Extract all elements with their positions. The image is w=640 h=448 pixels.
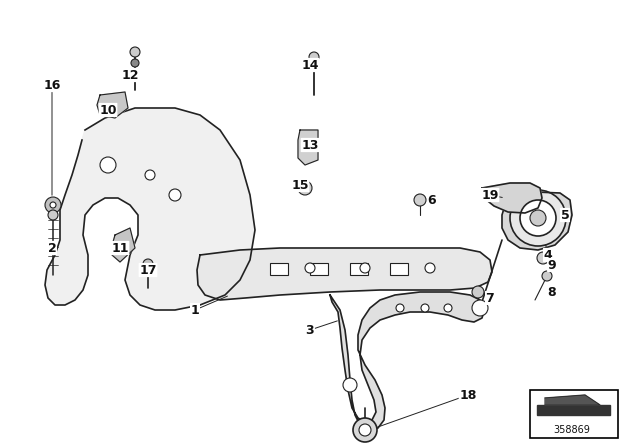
Text: 19: 19 <box>481 189 499 202</box>
Circle shape <box>360 263 370 273</box>
Polygon shape <box>545 395 600 405</box>
Text: 1: 1 <box>191 303 200 316</box>
Circle shape <box>169 189 181 201</box>
Text: 10: 10 <box>99 103 116 116</box>
Polygon shape <box>45 108 255 310</box>
Circle shape <box>50 202 56 208</box>
Circle shape <box>520 200 556 236</box>
Circle shape <box>472 300 488 316</box>
Circle shape <box>510 190 566 246</box>
Circle shape <box>143 259 153 269</box>
Polygon shape <box>197 248 492 300</box>
Polygon shape <box>298 130 318 165</box>
Circle shape <box>45 197 61 213</box>
Text: 17: 17 <box>140 263 157 276</box>
Circle shape <box>421 304 429 312</box>
Circle shape <box>396 304 404 312</box>
Circle shape <box>305 263 315 273</box>
Circle shape <box>302 185 308 191</box>
Polygon shape <box>97 92 128 118</box>
Polygon shape <box>112 228 135 262</box>
Bar <box>390 263 408 275</box>
Circle shape <box>353 418 377 442</box>
Bar <box>350 263 368 275</box>
Text: 14: 14 <box>301 59 319 72</box>
Text: 2: 2 <box>47 241 56 254</box>
Bar <box>530 390 618 438</box>
Text: 7: 7 <box>486 292 494 305</box>
Circle shape <box>444 304 452 312</box>
Text: 6: 6 <box>428 194 436 207</box>
Text: 12: 12 <box>121 69 139 82</box>
Text: 11: 11 <box>111 241 129 254</box>
Text: 5: 5 <box>561 208 570 221</box>
Circle shape <box>343 378 357 392</box>
Circle shape <box>537 252 549 264</box>
Circle shape <box>530 210 546 226</box>
Circle shape <box>48 210 58 220</box>
Circle shape <box>298 181 312 195</box>
Circle shape <box>309 52 319 62</box>
Text: 15: 15 <box>291 178 308 191</box>
Polygon shape <box>537 405 610 415</box>
Polygon shape <box>502 192 572 250</box>
Text: 3: 3 <box>306 323 314 336</box>
Text: 16: 16 <box>44 78 61 91</box>
Circle shape <box>472 286 484 298</box>
Circle shape <box>425 263 435 273</box>
Circle shape <box>414 194 426 206</box>
Bar <box>310 263 328 275</box>
Text: 4: 4 <box>543 249 552 262</box>
Circle shape <box>359 424 371 436</box>
Text: 8: 8 <box>548 285 556 298</box>
Circle shape <box>130 47 140 57</box>
Bar <box>270 263 288 275</box>
Text: 9: 9 <box>548 258 556 271</box>
Circle shape <box>542 271 552 281</box>
Text: 18: 18 <box>460 388 477 401</box>
Text: 13: 13 <box>301 138 319 151</box>
Circle shape <box>145 170 155 180</box>
Polygon shape <box>330 292 485 430</box>
Circle shape <box>100 157 116 173</box>
Circle shape <box>131 59 139 67</box>
Text: 358869: 358869 <box>554 425 591 435</box>
Polygon shape <box>482 183 542 213</box>
